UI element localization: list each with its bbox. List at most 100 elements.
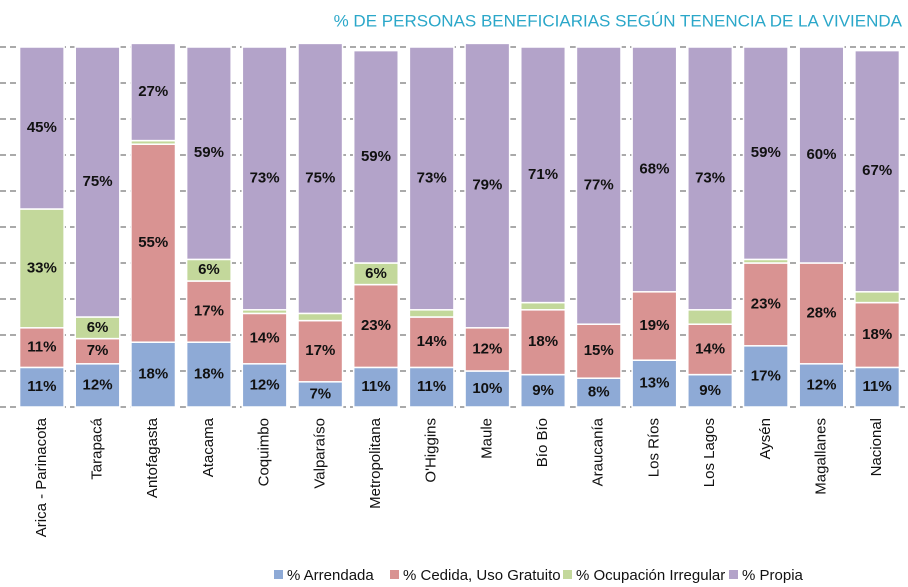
x-tick-label: Nacional	[868, 418, 885, 476]
bar-segment	[408, 316, 455, 369]
bar-segment	[352, 49, 399, 264]
x-tick-label: Valparaíso	[311, 418, 328, 489]
data-label: 17%	[194, 303, 224, 320]
legend-swatch	[563, 570, 572, 579]
data-label: 59%	[361, 148, 391, 165]
bar-segment	[185, 46, 232, 261]
x-tick-label: Metropolitana	[367, 417, 384, 509]
bar-segment	[631, 359, 678, 408]
bar-segment	[352, 366, 399, 408]
data-label: 12%	[83, 376, 113, 393]
legend-label: % Cedida, Uso Gratuito	[403, 567, 561, 584]
bar-segment	[408, 46, 455, 311]
data-label: 7%	[309, 385, 331, 402]
data-label: 79%	[472, 177, 502, 194]
data-label: 60%	[806, 146, 836, 163]
bar-segment	[297, 381, 344, 408]
bar-segment	[575, 323, 622, 379]
bar-segment	[854, 301, 901, 369]
data-label: 23%	[361, 317, 391, 334]
bar-segment	[297, 42, 344, 315]
data-label: 11%	[27, 378, 56, 395]
data-label: 11%	[27, 339, 56, 356]
data-label: 67%	[862, 162, 892, 179]
legend-label: % Ocupación Irregular	[576, 567, 725, 584]
bar-segment	[520, 309, 567, 376]
bar-segment	[631, 291, 678, 361]
bar-segment	[241, 46, 288, 311]
data-label: 14%	[250, 330, 280, 347]
data-label: 9%	[532, 382, 554, 399]
bar-segment	[130, 143, 177, 343]
x-tick-label: Araucanía	[590, 417, 607, 486]
x-tick-label: Los Lagos	[701, 418, 718, 487]
data-label: 15%	[584, 342, 614, 359]
data-label: 73%	[417, 169, 447, 186]
bar-segment	[185, 280, 232, 343]
data-label: 18%	[194, 366, 224, 383]
x-tick-label: Aysén	[757, 418, 774, 459]
data-label: 14%	[695, 340, 725, 357]
data-label: 10%	[472, 380, 502, 397]
data-label: 33%	[27, 259, 57, 276]
x-tick-label: Los Ríos	[645, 418, 662, 477]
bar-segment	[130, 42, 177, 142]
data-label: 28%	[806, 304, 836, 321]
bar-segment	[520, 46, 567, 304]
data-label: 75%	[305, 169, 335, 186]
data-label: 68%	[639, 160, 669, 177]
bar-segment	[575, 46, 622, 325]
data-label: 59%	[751, 144, 781, 161]
legend-swatch	[729, 570, 738, 579]
bar-segment	[464, 42, 511, 329]
bar-segment	[297, 312, 344, 322]
bar-segment	[241, 312, 288, 365]
data-label: 12%	[250, 376, 280, 393]
bar-segment	[241, 363, 288, 408]
bar-segment	[18, 46, 65, 210]
bar-segment	[631, 46, 678, 293]
data-label: 45%	[27, 119, 57, 136]
bar-segment	[130, 341, 177, 408]
data-label: 73%	[695, 169, 725, 186]
x-tick-label: Antofagasta	[144, 417, 161, 498]
bar-segment	[74, 46, 121, 318]
x-tick-label: O'Higgins	[423, 418, 440, 483]
data-label: 11%	[417, 378, 446, 395]
x-tick-label: Coquimbo	[256, 418, 273, 486]
bar-segment	[575, 377, 622, 408]
legend-label: % Propia	[742, 567, 804, 584]
bar-segment	[742, 46, 789, 261]
x-tick-label: Maule	[478, 418, 495, 459]
data-label: 73%	[250, 169, 280, 186]
data-label: 71%	[528, 166, 558, 183]
bar-segment	[687, 309, 734, 325]
bar-segment	[408, 366, 455, 408]
bar-segment	[520, 301, 567, 311]
legend-swatch	[274, 570, 283, 579]
chart-title: % DE PERSONAS BENEFICIARIAS SEGÚN TENENC…	[334, 11, 903, 30]
bar-segment	[18, 327, 65, 369]
bar-segment	[408, 309, 455, 318]
bar-segment	[798, 262, 845, 365]
data-label: 9%	[699, 382, 721, 399]
data-label: 12%	[472, 340, 502, 357]
data-label: 27%	[138, 83, 168, 100]
data-label: 11%	[361, 378, 390, 395]
bar-segment	[18, 366, 65, 408]
data-label: 17%	[305, 342, 335, 359]
x-tick-label: Arica - Parinacota	[33, 417, 50, 537]
legend-label: % Arrendada	[287, 567, 374, 584]
data-label: 23%	[751, 295, 781, 312]
bar-segment	[798, 363, 845, 408]
data-label: 13%	[639, 375, 669, 392]
data-label: 7%	[87, 342, 109, 359]
data-label: 11%	[863, 378, 892, 395]
data-label: 55%	[138, 234, 168, 251]
bar-segment	[687, 46, 734, 311]
bar-segment	[798, 46, 845, 264]
data-label: 18%	[528, 333, 558, 350]
bar-segment	[687, 373, 734, 408]
data-label: 19%	[639, 317, 669, 334]
